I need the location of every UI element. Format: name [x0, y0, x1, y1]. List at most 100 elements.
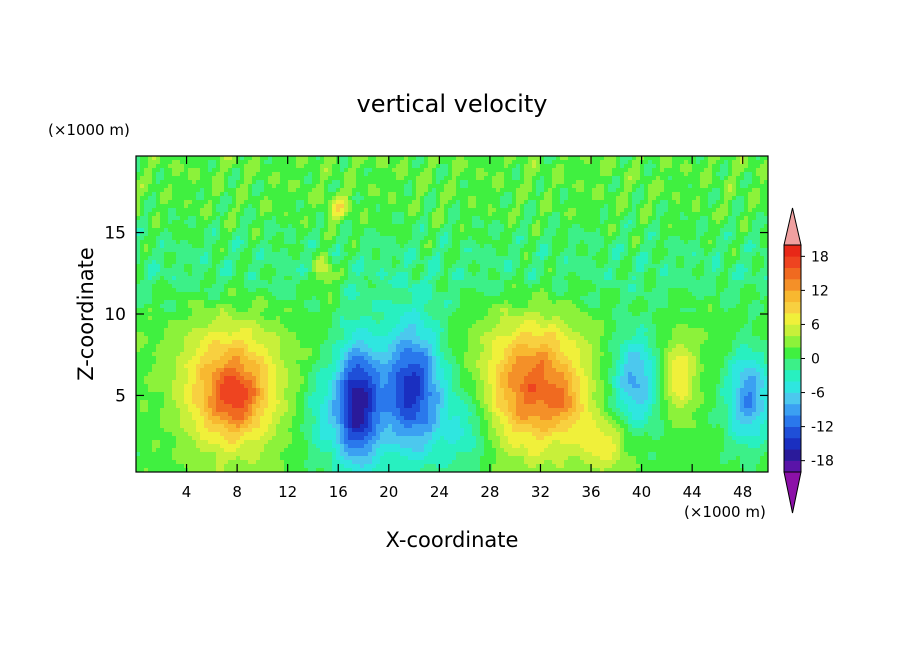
contour-cell	[720, 272, 725, 277]
contour-cell	[272, 192, 277, 197]
contour-cell	[724, 228, 729, 233]
contour-cell	[648, 272, 653, 277]
contour-cell	[244, 212, 249, 217]
contour-cell	[244, 196, 249, 201]
contour-cell	[680, 256, 685, 261]
contour-cell	[268, 272, 273, 277]
contour-cell	[384, 260, 389, 265]
contour-cell	[216, 164, 221, 169]
contour-cell	[396, 240, 401, 245]
contour-cell	[708, 224, 713, 229]
contour-cell	[280, 168, 285, 173]
contour-cell	[484, 244, 489, 249]
contour-cell	[740, 184, 745, 189]
contour-cell	[360, 156, 365, 161]
contour-cell	[200, 172, 205, 177]
contour-cell	[704, 184, 709, 189]
contour-cell	[504, 196, 509, 201]
contour-cell	[660, 200, 665, 205]
contour-cell	[492, 260, 497, 265]
contour-cell	[316, 200, 321, 205]
contour-cell	[644, 180, 649, 185]
contour-cell	[560, 164, 565, 169]
contour-cell	[440, 228, 445, 233]
contour-cell	[332, 272, 337, 277]
contour-cell	[380, 272, 385, 277]
contour-cell	[728, 164, 733, 169]
contour-cell	[616, 236, 621, 241]
contour-cell	[400, 184, 405, 189]
contour-cell	[176, 180, 181, 185]
contour-cell	[160, 280, 165, 285]
contour-cell	[544, 268, 549, 273]
contour-cell	[492, 276, 497, 281]
contour-cell	[292, 272, 297, 277]
contour-cell	[208, 216, 213, 221]
contour-cell	[720, 180, 725, 185]
contour-cell	[448, 188, 453, 193]
contour-cell	[544, 172, 549, 177]
contour-cell	[236, 168, 241, 173]
contour-cell	[676, 180, 681, 185]
contour-cell	[564, 236, 569, 241]
contour-cell	[524, 272, 529, 277]
contour-cell	[704, 240, 709, 245]
contour-cell	[528, 200, 533, 205]
contour-cell	[400, 260, 405, 265]
contour-cell	[592, 240, 597, 245]
contour-cell	[408, 224, 413, 229]
contour-cell	[448, 256, 453, 261]
contour-cell	[732, 240, 737, 245]
contour-cell	[168, 236, 173, 241]
contour-cell	[668, 236, 673, 241]
contour-cell	[660, 248, 665, 253]
contour-cell	[572, 164, 577, 169]
contour-cell	[348, 236, 353, 241]
contour-cell	[728, 252, 733, 257]
contour-cell	[532, 208, 537, 213]
contour-cell	[196, 264, 201, 269]
contour-cell	[580, 264, 585, 269]
contour-cell	[732, 208, 737, 213]
contour-cell	[588, 192, 593, 197]
contour-cell	[296, 188, 301, 193]
contour-cell	[568, 212, 573, 217]
contour-cell	[572, 172, 577, 177]
contour-cell	[636, 208, 641, 213]
contour-cell	[436, 164, 441, 169]
contour-cell	[536, 244, 541, 249]
contour-cell	[520, 176, 525, 181]
contour-cell	[364, 244, 369, 249]
contour-cell	[612, 164, 617, 169]
contour-cell	[608, 188, 613, 193]
contour-cell	[444, 184, 449, 189]
contour-cell	[516, 252, 521, 257]
contour-cell	[584, 240, 589, 245]
contour-cell	[748, 204, 753, 209]
contour-cell	[372, 220, 377, 225]
contour-cell	[732, 248, 737, 253]
contour-cell	[740, 204, 745, 209]
contour-cell	[224, 280, 229, 285]
contour-cell	[204, 280, 209, 285]
contour-cell	[168, 160, 173, 165]
contour-cell	[700, 156, 705, 161]
contour-cell	[216, 228, 221, 233]
contour-cell	[432, 176, 437, 181]
contour-cell	[252, 204, 257, 209]
contour-cell	[636, 172, 641, 177]
contour-cell	[152, 256, 157, 261]
contour-cell	[408, 228, 413, 233]
contour-cell	[532, 156, 537, 161]
contour-cell	[392, 244, 397, 249]
contour-cell	[752, 272, 757, 277]
contour-cell	[152, 236, 157, 241]
contour-cell	[340, 196, 345, 201]
contour-cell	[568, 188, 573, 193]
contour-cell	[136, 160, 141, 165]
contour-cell	[520, 172, 525, 177]
contour-cell	[208, 260, 213, 265]
contour-cell	[344, 188, 349, 193]
contour-cell	[300, 192, 305, 197]
contour-cell	[488, 244, 493, 249]
